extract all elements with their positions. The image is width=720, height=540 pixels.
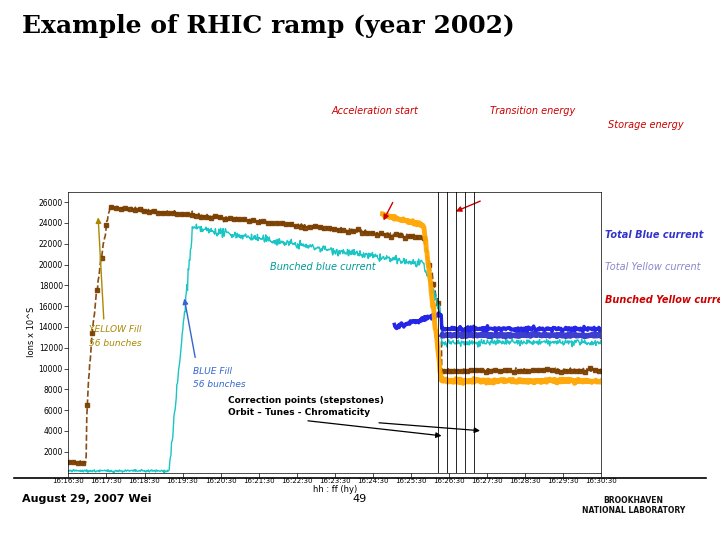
- Text: 56 bunches: 56 bunches: [193, 380, 246, 389]
- Text: Acceleration start: Acceleration start: [331, 106, 418, 116]
- Text: 56 bunches: 56 bunches: [89, 339, 142, 348]
- Text: Bunched Yellow current: Bunched Yellow current: [605, 295, 720, 305]
- X-axis label: hh : ff (hy): hh : ff (hy): [312, 485, 357, 495]
- Text: Correction points (stepstones)
Orbit – Tunes - Chromaticity: Correction points (stepstones) Orbit – T…: [228, 396, 384, 417]
- Text: Bunched blue current: Bunched blue current: [270, 262, 375, 272]
- Text: Total Yellow current: Total Yellow current: [605, 262, 701, 272]
- Text: Example of RHIC ramp (year 2002): Example of RHIC ramp (year 2002): [22, 14, 514, 37]
- Text: August 29, 2007 Wei: August 29, 2007 Wei: [22, 494, 151, 504]
- Text: BLUE Fill: BLUE Fill: [193, 367, 232, 376]
- Text: YELLOW Fill: YELLOW Fill: [89, 325, 142, 334]
- Text: Total Blue current: Total Blue current: [605, 230, 703, 240]
- Text: Transition energy: Transition energy: [490, 106, 575, 116]
- Text: 49: 49: [353, 494, 367, 504]
- Text: BROOKHAVEN
NATIONAL LABORATORY: BROOKHAVEN NATIONAL LABORATORY: [582, 496, 685, 515]
- Text: Storage energy: Storage energy: [608, 119, 684, 130]
- Y-axis label: Ions x 10^S: Ions x 10^S: [27, 307, 36, 357]
